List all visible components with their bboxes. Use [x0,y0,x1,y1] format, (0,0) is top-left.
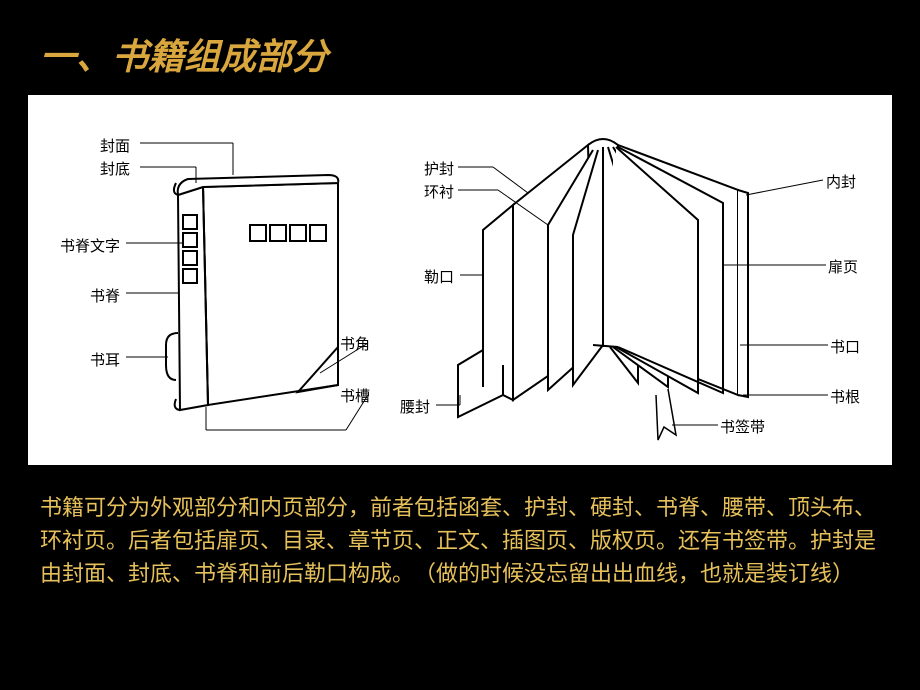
label-flap: 勒口 [424,266,454,287]
book-anatomy-diagram: 封面 封底 书脊文字 书脊 书耳 书角 书槽 [28,95,892,465]
label-cover-back: 封底 [100,158,130,179]
label-ear: 书耳 [90,349,120,370]
label-groove: 书槽 [340,385,370,406]
label-jacket: 护封 [424,158,454,179]
label-belly-band: 腰封 [400,396,430,417]
label-spine-text: 书脊文字 [60,235,120,256]
label-inner-cover: 内封 [826,171,856,192]
label-endpaper: 环衬 [424,181,454,202]
label-title-page: 扉页 [828,256,858,277]
label-bookmark: 书签带 [720,416,765,437]
label-cover-front: 封面 [100,135,130,156]
label-spine: 书脊 [90,285,120,306]
label-corner: 书角 [340,333,370,354]
label-fore-edge: 书口 [830,336,860,357]
description-text: 书籍可分为外观部分和内页部分，前者包括函套、护封、硬封、书脊、腰带、顶头布、环衬… [40,491,880,590]
page-title: 一、书籍组成部分 [40,28,328,80]
label-foot: 书根 [830,386,860,407]
